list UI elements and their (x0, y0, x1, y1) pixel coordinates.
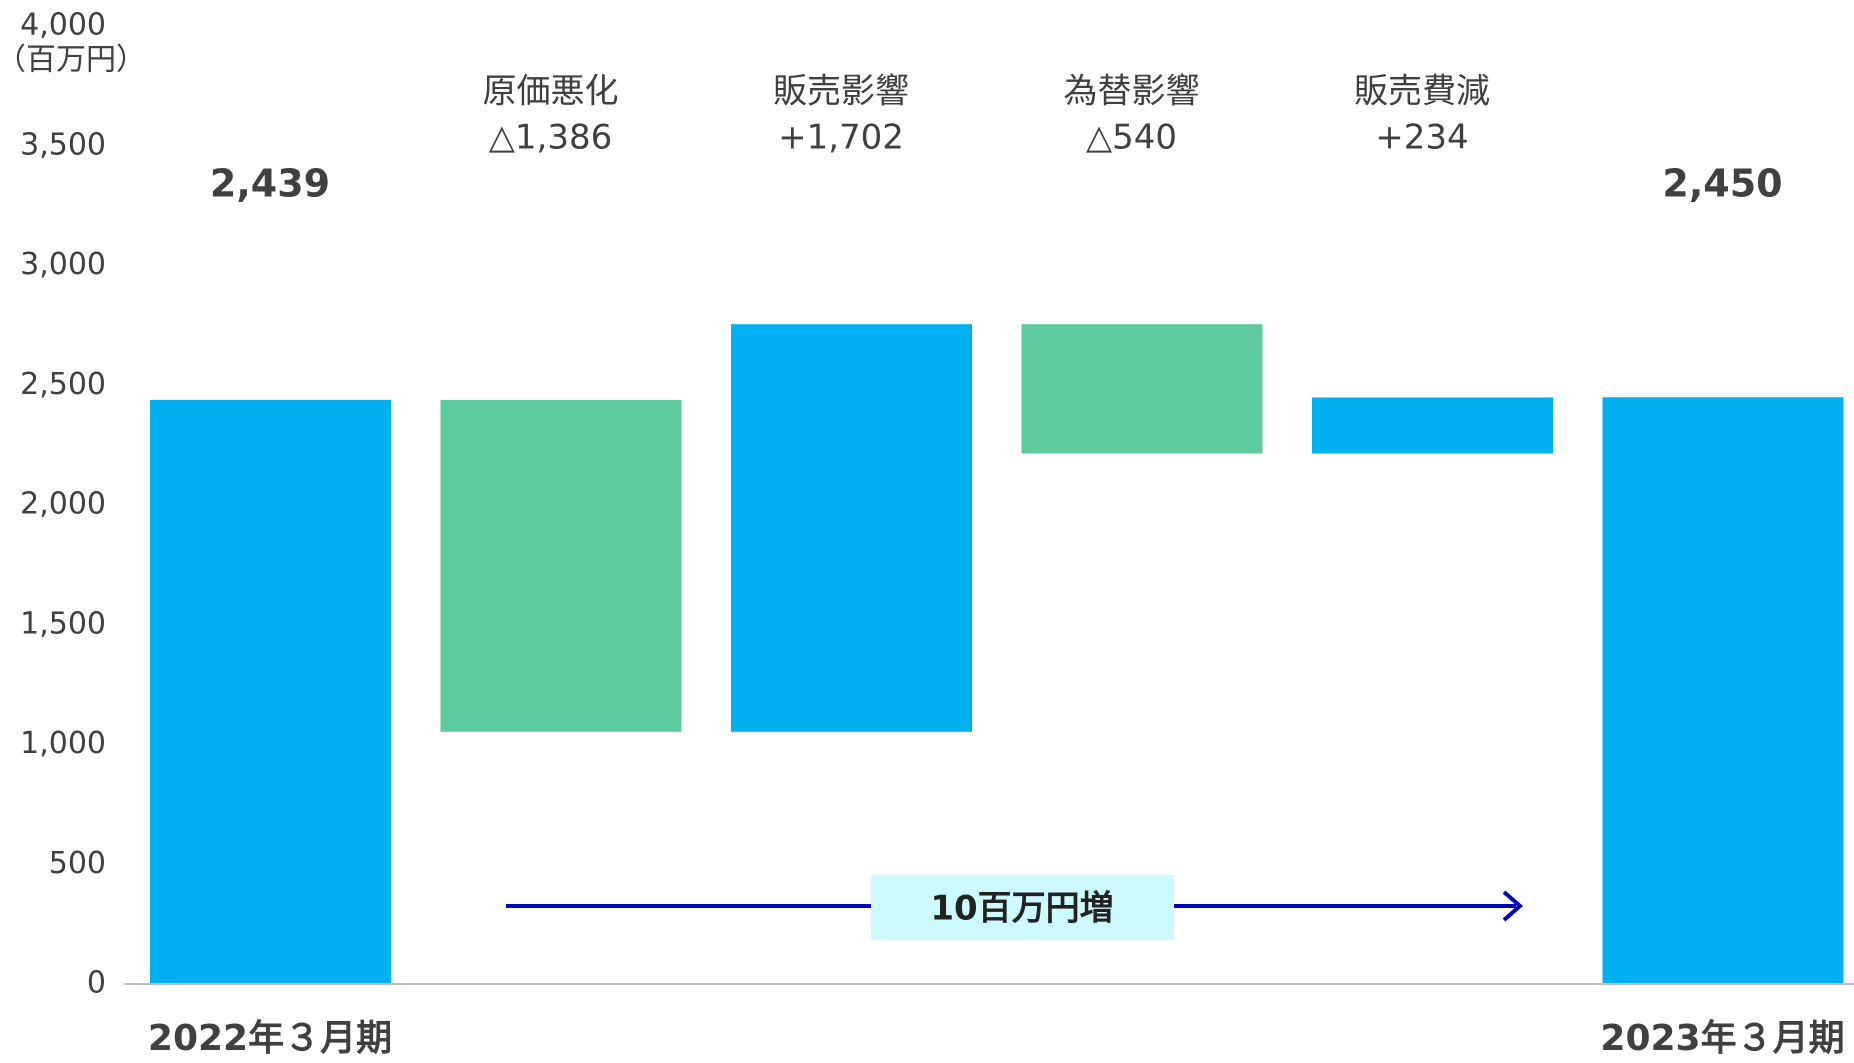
annotation-box (871, 875, 1174, 940)
value-label: +1,702 (778, 118, 904, 158)
value-label: 2,439 (210, 162, 330, 206)
bar (731, 324, 972, 732)
category-label: 販売費減 (1354, 72, 1490, 112)
bar (150, 399, 391, 984)
y-tick-label: 1,500 (20, 606, 106, 641)
bar (1021, 324, 1263, 454)
y-tick-label: 500 (49, 846, 106, 881)
value-label: 2,450 (1662, 162, 1782, 206)
value-label: △540 (1086, 118, 1177, 158)
y-tick-label: 0 (87, 966, 106, 1001)
annotation: 10百万円増 (930, 889, 1113, 929)
y-unit: （百万円） (0, 43, 146, 78)
bar (1602, 397, 1844, 985)
y-tick-label: 1,000 (20, 726, 106, 761)
category-label: 為替影響 (1064, 72, 1200, 112)
value-label: +234 (1375, 118, 1468, 158)
value-label: △1,386 (489, 118, 612, 158)
y-tick-label: 3,000 (20, 247, 106, 282)
y-tick-label: 2,500 (20, 367, 106, 402)
y-tick-label: 4,000 (20, 8, 106, 43)
category-label: 原価悪化 (483, 72, 619, 112)
bar (1312, 397, 1553, 454)
y-tick-label: 3,500 (20, 127, 106, 162)
y-tick-label: 2,000 (20, 487, 106, 522)
arrow-head (1502, 890, 1524, 922)
category-label: 販売影響 (773, 72, 909, 112)
bar (440, 399, 682, 732)
x-tick-label: 2023年３月期 (1600, 1018, 1844, 1059)
x-tick-label: 2022年３月期 (148, 1018, 392, 1059)
